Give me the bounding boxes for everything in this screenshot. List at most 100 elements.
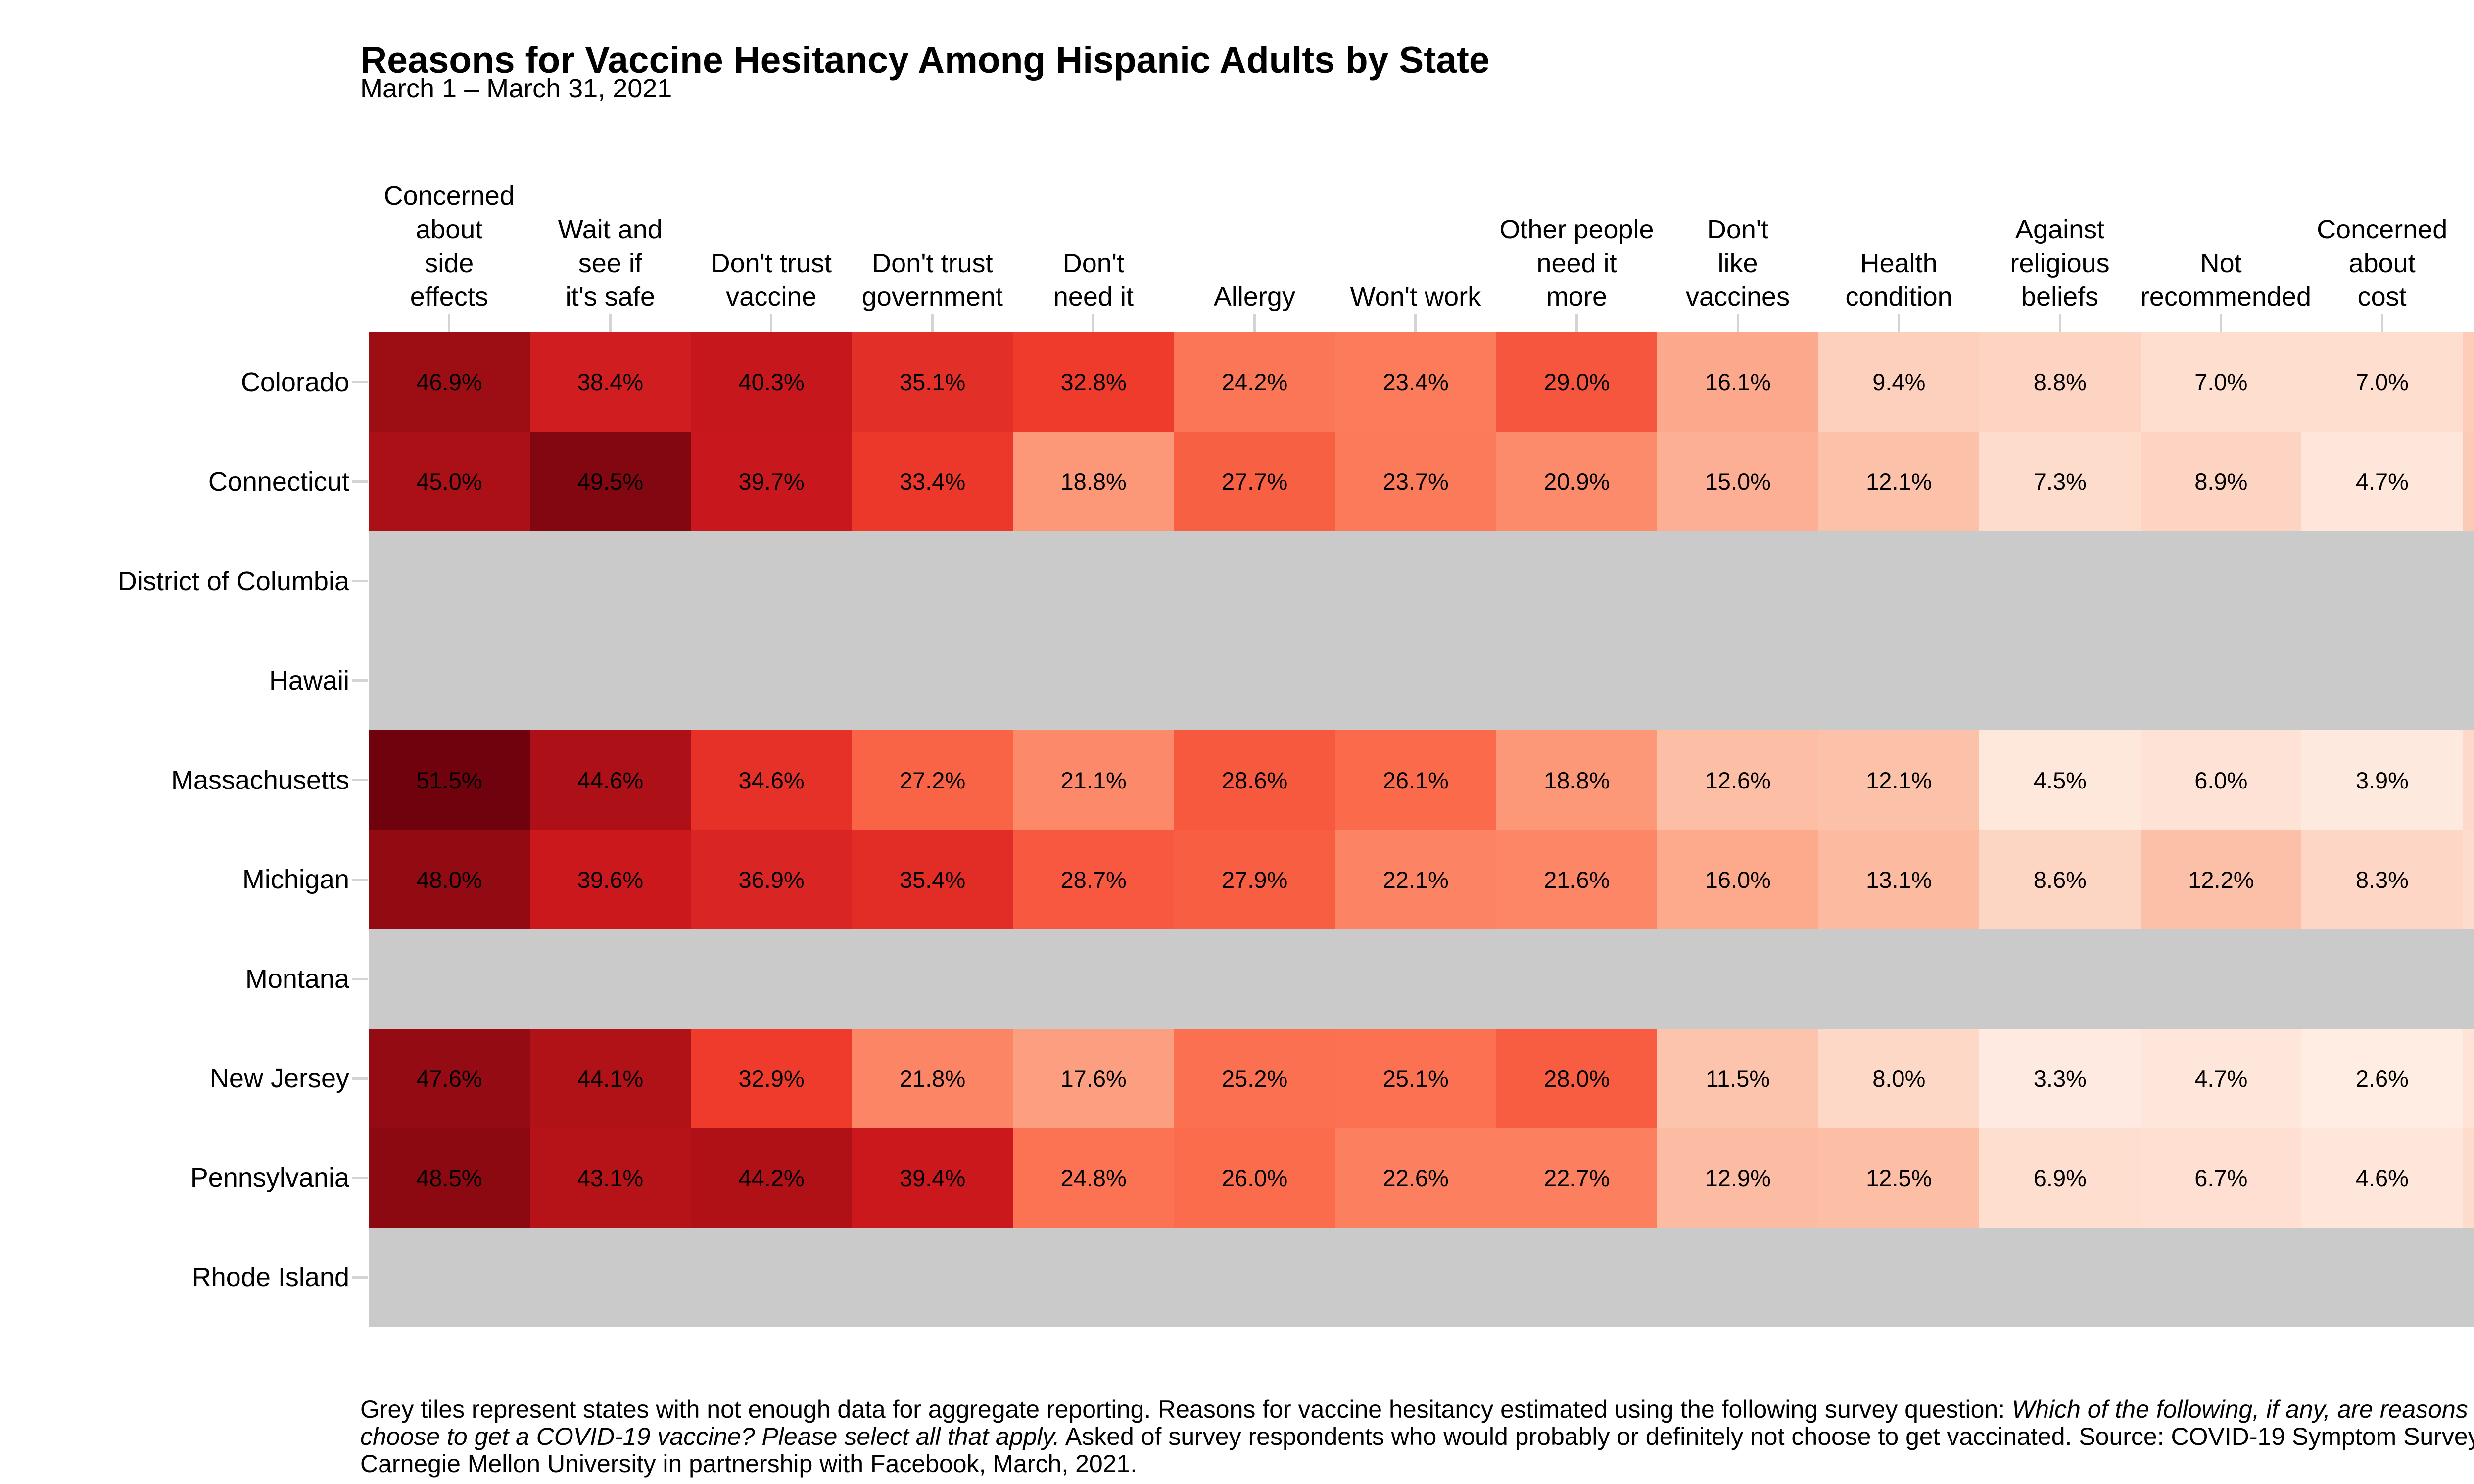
heatmap-cell: 12.1% — [1818, 730, 1980, 830]
heatmap-cell: 47.6% — [369, 1028, 530, 1129]
axis-tick — [352, 580, 368, 583]
heatmap-cell: 28.7% — [1013, 830, 1175, 930]
cell-value: 6.7% — [2194, 1165, 2248, 1192]
cell-value: 24.8% — [1060, 1165, 1127, 1192]
heatmap-cell: 21.6% — [1496, 830, 1658, 930]
cell-value: 33.4% — [899, 468, 966, 495]
heatmap-cell: 34.6% — [691, 730, 853, 830]
column-header: Don't need it — [1053, 248, 1134, 312]
cell-value: 23.7% — [1382, 468, 1449, 495]
heatmap-cell: 11.5% — [1657, 1028, 1819, 1129]
cell-value: 26.0% — [1222, 1165, 1288, 1192]
column-header: Concerned about side effects — [383, 181, 515, 312]
missing-data-band — [369, 531, 2474, 631]
heatmap-cell: 51.5% — [369, 730, 530, 830]
cell-value: 8.3% — [2355, 866, 2409, 893]
state-row-label: New Jersey — [209, 1064, 349, 1094]
heatmap-cell: 18.8% — [1496, 730, 1658, 830]
cell-value: 49.5% — [577, 468, 644, 495]
column-header: Won't work — [1350, 282, 1481, 312]
heatmap-cell: 3.9% — [2301, 730, 2463, 830]
cell-value: 12.1% — [1866, 767, 1932, 793]
cell-value: 22.7% — [1544, 1165, 1610, 1192]
cell-value: 32.8% — [1060, 369, 1127, 396]
heatmap-cell: 22.1% — [1335, 830, 1497, 930]
cell-value: 29.0% — [1544, 369, 1610, 396]
heatmap-cell: 45.0% — [369, 432, 530, 532]
cell-value: 12.1% — [1866, 468, 1932, 495]
heatmap-cell: 20.9% — [1496, 432, 1658, 532]
chart-title: Reasons for Vaccine Hesitancy Among Hisp… — [360, 39, 1490, 81]
heatmap-cell: 2.6% — [2301, 1028, 2463, 1129]
cell-value: 7.0% — [2355, 369, 2409, 396]
heatmap-cell: 26.1% — [1335, 730, 1497, 830]
heatmap-cell: 4.5% — [1979, 730, 2141, 830]
column-header: Don't trust government — [861, 248, 1003, 312]
cell-value: 22.6% — [1382, 1165, 1449, 1192]
heatmap-cell: 27.2% — [852, 730, 1013, 830]
cell-value: 4.7% — [2194, 1065, 2248, 1092]
cell-value: 35.4% — [899, 866, 966, 893]
heatmap-cell: 7.0% — [2140, 332, 2302, 432]
column-header: Against religious beliefs — [2010, 215, 2110, 312]
heatmap-cell: 46.9% — [369, 332, 530, 432]
heatmap-cell: 7.2% — [2462, 830, 2474, 930]
axis-tick — [1253, 314, 1256, 332]
heatmap-cell: 24.8% — [1013, 1128, 1175, 1228]
cell-value: 25.2% — [1222, 1065, 1288, 1092]
heatmap-cell: 5.7% — [2462, 1028, 2474, 1129]
heatmap-cell: 48.5% — [369, 1128, 530, 1228]
cell-value: 6.9% — [2033, 1165, 2087, 1192]
cell-value: 40.3% — [738, 369, 805, 396]
axis-tick — [352, 480, 368, 483]
heatmap-cell: 29.0% — [1496, 332, 1658, 432]
missing-data-band — [369, 929, 2474, 1029]
cell-value: 26.1% — [1382, 767, 1449, 793]
state-row-label: District of Columbia — [117, 566, 349, 596]
state-row-label: Michigan — [242, 865, 349, 895]
cell-value: 27.2% — [899, 767, 966, 793]
heatmap-cell: 13.1% — [1818, 830, 1980, 930]
heatmap-cell: 7.8% — [2462, 730, 2474, 830]
cell-value: 12.5% — [1866, 1165, 1932, 1192]
column-header: Not recommended — [2140, 248, 2312, 312]
cell-value: 9.4% — [1872, 369, 1926, 396]
row-labels: Colorado Connecticut District of Columbia H… — [0, 332, 349, 1327]
cell-value: 4.6% — [2355, 1165, 2409, 1192]
heatmap-cell: 25.1% — [1335, 1028, 1497, 1129]
cell-value: 15.0% — [1705, 468, 1771, 495]
state-row-label: Montana — [245, 964, 349, 994]
heatmap-cell: 39.4% — [852, 1128, 1013, 1228]
cell-value: 28.6% — [1222, 767, 1288, 793]
axis-tick — [352, 1077, 368, 1080]
state-row-label: Hawaii — [269, 665, 349, 696]
cell-value: 13.1% — [1866, 866, 1932, 893]
cell-value: 11.5% — [1706, 1065, 1770, 1092]
missing-data-band — [369, 1227, 2474, 1328]
heatmap-cell: 39.7% — [691, 432, 853, 532]
cell-value: 2.6% — [2355, 1065, 2409, 1092]
heatmap-cell: 8.6% — [1979, 830, 2141, 930]
cell-value: 35.1% — [899, 369, 966, 396]
cell-value: 51.5% — [416, 767, 482, 793]
footnote-text: Grey tiles represent states with not eno… — [360, 1395, 2012, 1423]
column-header: Other people need it more — [1499, 215, 1654, 312]
heatmap-cell: 35.4% — [852, 830, 1013, 930]
cell-value: 3.3% — [2033, 1065, 2087, 1092]
column-header: Don't trust vaccine — [711, 248, 832, 312]
axis-tick — [609, 314, 612, 332]
column-header: Don't like vaccines — [1685, 215, 1790, 312]
cell-value: 24.2% — [1222, 369, 1288, 396]
cell-value: 34.6% — [738, 767, 805, 793]
cell-value: 21.1% — [1060, 767, 1127, 793]
heatmap-cell: 39.6% — [529, 830, 691, 930]
heatmap-cell: 33.4% — [852, 432, 1013, 532]
cell-value: 17.6% — [1060, 1065, 1127, 1092]
heatmap-cell: 32.9% — [691, 1028, 853, 1129]
cell-value: 27.7% — [1222, 468, 1288, 495]
heatmap-cell: 38.4% — [529, 332, 691, 432]
heatmap-cell: 49.5% — [529, 432, 691, 532]
axis-tick — [2058, 314, 2061, 332]
axis-tick — [1575, 314, 1578, 332]
column-header: Concerned about cost — [2317, 215, 2448, 312]
